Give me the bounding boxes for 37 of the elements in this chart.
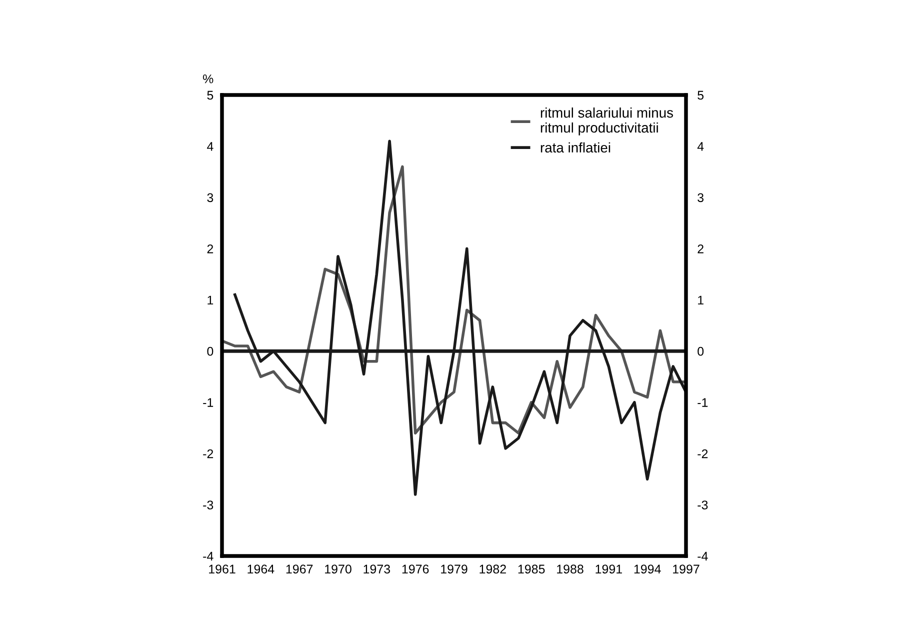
y-tick-label: -3 [203,500,214,510]
x-tick-label: 1961 [209,564,236,574]
x-tick-label: 1973 [364,564,390,574]
x-tick-label: 1970 [325,564,352,574]
x-tick-label: 1964 [248,564,274,574]
y2-tick-label: 1 [698,296,704,304]
x-tick-label: 1976 [402,564,429,574]
y-tick-label: 4 [207,142,214,151]
x-tick-label: 1967 [286,564,313,574]
y2-tick-label: -1 [698,398,708,407]
x-tick-label: 1991 [596,564,622,574]
x-tick-label: 1982 [480,564,506,574]
y2-tick-label: 5 [698,90,704,100]
y2-tick-label: -2 [698,449,708,458]
x-tick-label: 1994 [634,564,661,574]
y-tick-label: -4 [203,552,214,561]
y2-tick-label: 3 [698,193,704,202]
y-tick-label: 5 [207,90,214,100]
x-tick-label: 1997 [673,564,700,574]
y-tick-label: -1 [203,398,214,407]
y2-tick-label: -3 [698,500,708,510]
legend-label: rata inflatiei [540,142,610,153]
y-tick-label: 3 [207,193,214,202]
y2-tick-label: 0 [698,346,704,356]
y2-tick-label: 2 [698,244,704,254]
y2-tick-label: -4 [698,552,708,561]
y-axis-title: % [202,74,214,84]
y2-tick-label: 4 [697,142,704,151]
x-tick-label: 1985 [518,564,545,574]
y-tick-label: 2 [207,244,214,254]
legend-label: ritmul salariului minus ritmul productivitatii [540,108,674,136]
y-tick-label: 1 [208,296,214,304]
x-tick-label: 1988 [557,564,584,574]
line-series [222,165,686,434]
y-tick-label: -2 [203,449,214,458]
y-tick-label: 0 [207,346,214,356]
x-tick-label: 1979 [441,564,468,574]
